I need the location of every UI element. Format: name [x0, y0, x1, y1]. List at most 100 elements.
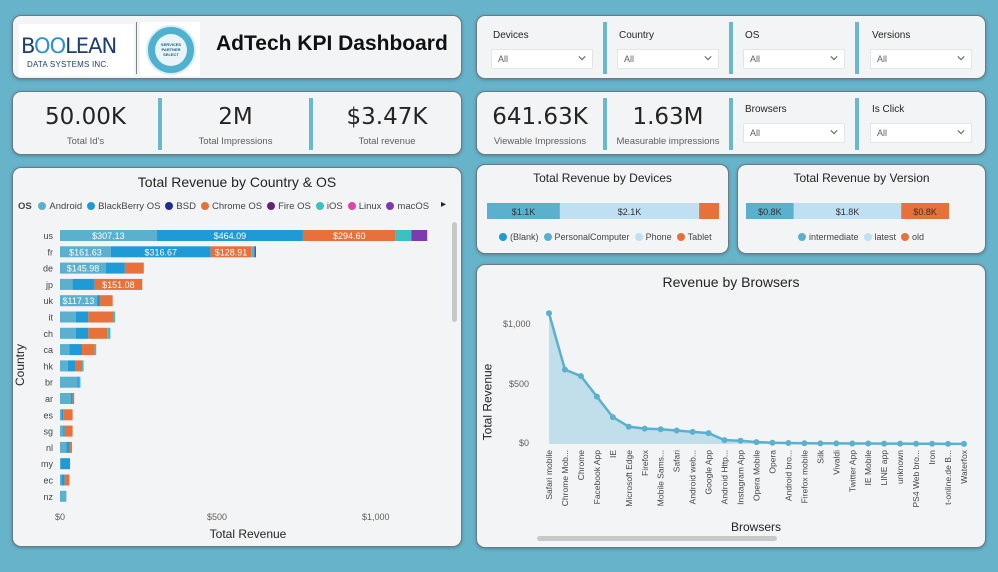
data-point[interactable] [945, 440, 952, 447]
bar-segment[interactable] [88, 311, 114, 323]
bar-segment[interactable] [82, 360, 84, 372]
bar-segment[interactable] [60, 311, 76, 323]
bar-segment[interactable] [411, 230, 428, 241]
bar-segment[interactable] [78, 376, 81, 388]
devices-dropdown[interactable]: All [491, 49, 593, 69]
bar-segment[interactable] [254, 246, 256, 258]
chart-legend[interactable]: intermediate latest old [798, 232, 929, 242]
bar-segment[interactable] [65, 490, 67, 502]
os-dropdown[interactable]: All [743, 49, 845, 69]
bar-segment[interactable] [88, 327, 108, 339]
legend-item[interactable]: PersonalComputer [543, 232, 630, 242]
legend-item[interactable]: Android [38, 201, 82, 212]
data-point[interactable] [625, 423, 632, 430]
bar-segment[interactable] [61, 474, 65, 486]
data-point[interactable] [609, 414, 616, 421]
bar-segment[interactable] [60, 441, 67, 453]
data-point[interactable] [897, 440, 904, 447]
legend-item[interactable]: Phone [634, 232, 672, 242]
bar-segment[interactable] [60, 458, 61, 470]
bar-segment[interactable] [60, 474, 62, 486]
data-point[interactable] [881, 440, 888, 447]
chart-scrollbar[interactable] [452, 222, 457, 322]
legend-item[interactable]: Tablet [676, 232, 712, 242]
bar-segment[interactable] [71, 393, 73, 404]
versions-dropdown[interactable]: All [870, 49, 972, 69]
legend-item[interactable]: Chrome OS [200, 201, 262, 212]
data-point[interactable] [753, 439, 760, 446]
bar-segment[interactable] [302, 230, 396, 241]
bar-segment[interactable] [64, 474, 70, 486]
data-point[interactable] [641, 425, 648, 432]
devices-stacked-bar[interactable]: $1.1K $2.1K [477, 198, 730, 228]
bar-segment[interactable] [60, 278, 73, 290]
data-point[interactable] [929, 440, 936, 447]
data-point[interactable] [849, 440, 856, 447]
bar-segment[interactable] [60, 490, 66, 502]
bar-segment[interactable] [746, 203, 794, 219]
bar-segment[interactable] [60, 344, 70, 356]
bar-segment[interactable] [96, 295, 101, 307]
data-point[interactable] [657, 426, 664, 433]
bar-segment[interactable] [60, 230, 157, 241]
bar-segment[interactable] [113, 311, 116, 323]
browsers-area-chart[interactable]: Safari mobile Chrome Mob... Chrome Facebook… [477, 265, 987, 549]
bar-segment[interactable] [100, 295, 113, 307]
bar-segment[interactable] [75, 311, 89, 323]
bar-segment[interactable] [94, 344, 97, 356]
bar-segment[interactable] [63, 409, 73, 421]
bar-segment[interactable] [75, 360, 83, 372]
bar-segment[interactable] [69, 441, 72, 453]
bar-segment[interactable] [901, 203, 949, 219]
data-point[interactable] [705, 430, 712, 437]
legend-item[interactable]: Fire OS [267, 201, 311, 212]
is-click-dropdown[interactable]: All [870, 123, 972, 143]
data-point[interactable] [913, 440, 920, 447]
bar-segment[interactable] [60, 458, 71, 470]
legend-item[interactable]: Linux [347, 201, 381, 212]
legend-item[interactable]: old [901, 232, 924, 242]
bar-segment[interactable] [124, 262, 144, 274]
bar-segment[interactable] [60, 262, 106, 274]
bar-segment[interactable] [60, 360, 68, 372]
bar-segment[interactable] [559, 203, 700, 219]
legend-item[interactable]: intermediate [798, 232, 859, 242]
bar-segment[interactable] [60, 246, 111, 258]
legend-item[interactable]: BSD [165, 201, 196, 212]
legend-item[interactable]: iOS [315, 201, 343, 212]
bar-segment[interactable] [210, 246, 252, 258]
bar-segment[interactable] [699, 203, 719, 219]
chart-legend[interactable]: (Blank) PersonalComputer Phone Tablet [499, 232, 717, 242]
bar-segment[interactable] [69, 344, 83, 356]
bar-segment[interactable] [60, 425, 64, 437]
legend-item[interactable]: BlackBerry OS [87, 201, 160, 212]
bar-segment[interactable] [110, 246, 211, 258]
bar-segment[interactable] [82, 344, 95, 356]
bar-segment[interactable] [60, 376, 78, 388]
legend-item[interactable]: (Blank) [499, 232, 539, 242]
version-stacked-bar[interactable]: $0.8K $1.8K $0.8K [738, 198, 987, 228]
data-point[interactable] [593, 393, 600, 400]
data-point[interactable] [546, 310, 552, 317]
bar-segment[interactable] [61, 409, 64, 421]
data-point[interactable] [577, 373, 584, 380]
bar-segment[interactable] [60, 409, 62, 421]
bar-segment[interactable] [487, 203, 560, 219]
data-point[interactable] [561, 366, 568, 373]
data-point[interactable] [673, 427, 680, 434]
data-point[interactable] [785, 439, 792, 446]
bar-segment[interactable] [107, 327, 111, 339]
data-point[interactable] [689, 428, 696, 435]
bar-segment[interactable] [793, 203, 902, 219]
data-point[interactable] [721, 437, 728, 444]
legend-next-arrow-icon[interactable]: ▸ [441, 199, 447, 210]
chart-scrollbar[interactable] [537, 536, 777, 541]
data-point[interactable] [737, 437, 744, 444]
bar-segment[interactable] [105, 262, 125, 274]
chart-legend[interactable]: OS Android BlackBerry OS BSD Chrome OS Fire … [18, 201, 434, 212]
browsers-dropdown[interactable]: All [743, 123, 845, 143]
bar-segment[interactable] [67, 360, 76, 372]
bar-segment[interactable] [395, 230, 412, 241]
bar-segment[interactable] [75, 327, 89, 339]
data-point[interactable] [865, 440, 872, 447]
